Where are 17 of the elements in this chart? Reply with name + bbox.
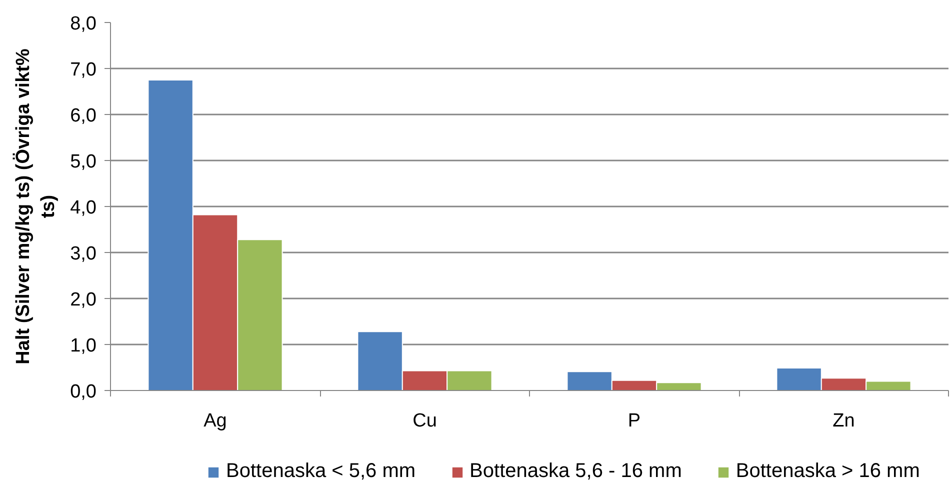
x-tick-label: Cu bbox=[412, 410, 437, 432]
y-tick-label: 0,0 bbox=[70, 382, 97, 402]
x-tick-label: Ag bbox=[204, 410, 227, 432]
y-axis-title: Halt (Silver mg/kg ts) (Övriga vikt% ts) bbox=[12, 48, 60, 364]
y-tick-label: 4,0 bbox=[70, 198, 97, 218]
y-tick-label: 2,0 bbox=[70, 290, 97, 310]
legend-label: Bottenaska < 5,6 mm bbox=[226, 460, 416, 483]
y-tick-label: 1,0 bbox=[70, 336, 97, 356]
y-tick-label: 8,0 bbox=[70, 14, 97, 34]
y-tick-label: 3,0 bbox=[70, 244, 97, 264]
y-tick-label: 7,0 bbox=[70, 60, 97, 80]
x-tick-label: P bbox=[628, 410, 641, 432]
legend-label: Bottenaska 5,6 - 16 mm bbox=[470, 460, 682, 483]
y-tick-label: 5,0 bbox=[70, 152, 97, 172]
x-tick-label: Zn bbox=[832, 410, 855, 432]
y-tick-label: 6,0 bbox=[70, 106, 97, 126]
legend-label: Bottenaska > 16 mm bbox=[736, 460, 920, 483]
